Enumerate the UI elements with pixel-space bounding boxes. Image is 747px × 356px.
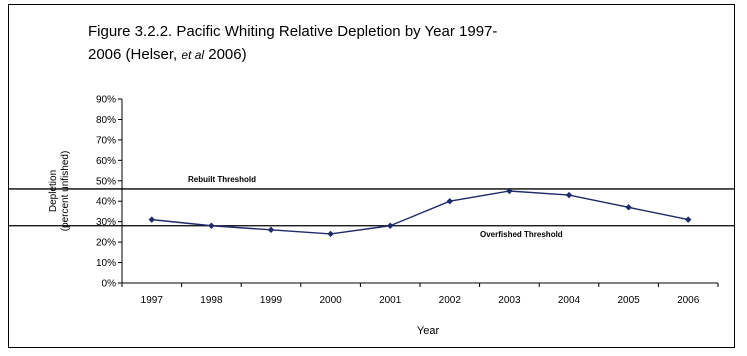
chart-title: Figure 3.2.2. Pacific Whiting Relative D… xyxy=(88,20,708,67)
data-point-marker xyxy=(506,187,513,195)
y-tick-label: 20% xyxy=(96,238,116,249)
chart-frame xyxy=(8,4,735,348)
data-point-marker xyxy=(327,230,334,238)
series-line xyxy=(151,190,689,235)
threshold-label: Overfished Threshold xyxy=(480,230,563,239)
y-tick-label: 80% xyxy=(96,115,116,126)
data-point-marker xyxy=(446,198,453,205)
data-point-marker xyxy=(267,226,275,234)
x-tick-label: 2005 xyxy=(617,295,640,306)
y-tick-label: 60% xyxy=(96,156,116,167)
axes xyxy=(118,98,719,287)
y-tick-label: 40% xyxy=(96,197,116,208)
y-axis-title-line-1: Depletion xyxy=(48,170,59,212)
y-axis-title-line-2: (percent unfished) xyxy=(60,151,71,232)
y-tick-label: 70% xyxy=(96,135,116,146)
x-tick-label: 2001 xyxy=(379,295,402,306)
title-line-1: Figure 3.2.2. Pacific Whiting Relative D… xyxy=(88,23,498,40)
x-tick-label: 2003 xyxy=(498,295,521,306)
title-line-2-italic: et al xyxy=(181,48,205,62)
title-line-2: 2006 (Helser, et al 2006) xyxy=(88,43,708,67)
x-axis-title: Year xyxy=(417,325,440,337)
series-layer xyxy=(148,187,692,238)
y-tick-label: 30% xyxy=(96,217,116,228)
y-tick-label: 50% xyxy=(96,176,116,187)
title-line-2-pre: 2006 (Helser, xyxy=(88,46,182,63)
title-line-2-post: 2006) xyxy=(204,46,247,63)
x-tick-label: 2002 xyxy=(439,295,462,306)
x-tick-label: 2000 xyxy=(319,295,342,306)
data-point-marker xyxy=(625,204,632,211)
x-tick-label: 2004 xyxy=(558,295,581,306)
x-tick-label: 1997 xyxy=(141,295,164,306)
axis-labels: 0% 10% 20% 30% 40% 50% 60% 70% 80% 90% 1997 1998 199… xyxy=(48,95,700,338)
data-point-marker xyxy=(565,191,573,199)
data-point-marker xyxy=(148,216,155,223)
y-tick-label: 10% xyxy=(96,258,116,269)
threshold-label: Rebuilt Threshold xyxy=(188,175,256,184)
threshold-lines: Rebuilt Threshold Overfished Threshold xyxy=(9,175,734,239)
x-tick-label: 1998 xyxy=(200,295,223,306)
data-point-marker xyxy=(685,216,692,223)
data-point-marker xyxy=(387,222,394,229)
y-tick-label: 90% xyxy=(96,95,116,106)
x-tick-label: 1999 xyxy=(260,295,283,306)
data-point-marker xyxy=(208,222,215,229)
y-tick-label: 0% xyxy=(102,279,117,290)
x-tick-label: 2006 xyxy=(677,295,700,306)
